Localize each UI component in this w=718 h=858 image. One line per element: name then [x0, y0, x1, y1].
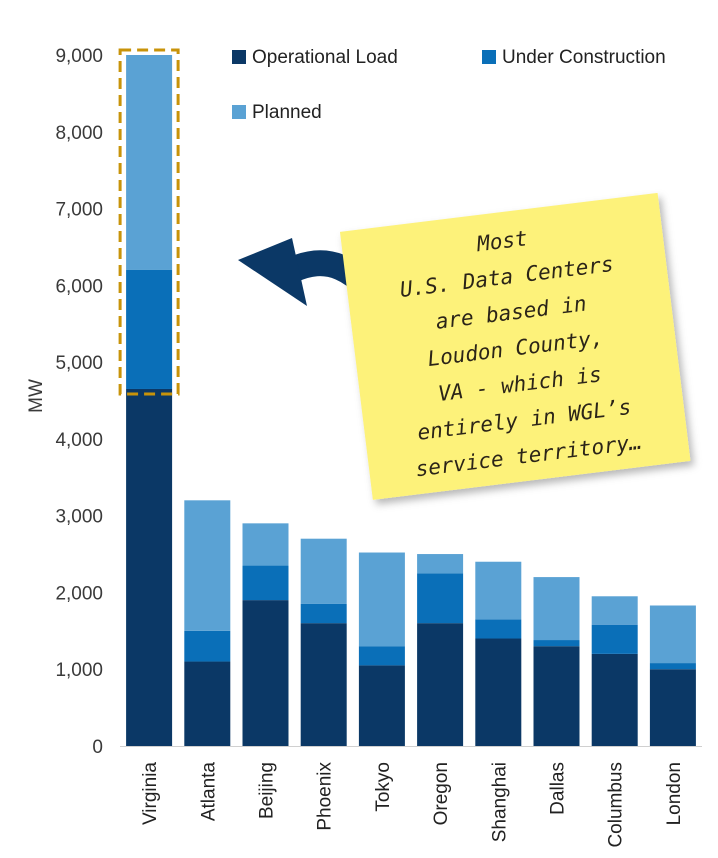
y-tick-label: 7,000: [55, 200, 103, 221]
legend-label: Operational Load: [252, 47, 398, 68]
bar-segment: [126, 388, 173, 746]
legend-label: Planned: [252, 102, 322, 123]
bar-segment: [300, 603, 347, 624]
x-tick-label: Columbus: [606, 762, 627, 848]
y-axis-label: MW: [26, 379, 47, 413]
legend-swatch: [232, 105, 246, 119]
y-tick-label: 3,000: [55, 507, 103, 528]
bar-segment: [300, 623, 347, 746]
bar-segment: [533, 640, 580, 647]
sticky-note-paper: [339, 192, 691, 500]
x-tick-label: Phoenix: [315, 762, 336, 831]
bar-segment: [591, 596, 638, 625]
x-tick-label: Virginia: [140, 762, 161, 825]
bar-segment: [184, 500, 231, 631]
bar-segment: [300, 538, 347, 604]
legend-label: Under Construction: [502, 47, 666, 68]
x-axis-labels: Virginia Atlanta Beijing Phoenix Tokyo Oregon…: [140, 762, 685, 848]
bar-segment: [649, 669, 696, 746]
bar-segment: [533, 646, 580, 746]
legend-swatch: [232, 50, 246, 64]
y-tick-label: 5,000: [55, 353, 103, 374]
bar-segment: [475, 561, 522, 620]
bar-segment: [126, 269, 173, 389]
bar-segment: [417, 623, 464, 746]
bar-segment: [358, 552, 405, 647]
arrow-head: [238, 238, 307, 306]
x-tick-label: London: [664, 762, 685, 825]
legend: Operational Load Under Construction Planne…: [232, 47, 666, 123]
y-tick-label: 6,000: [55, 276, 103, 297]
bar-segment: [242, 565, 289, 601]
x-tick-label: Atlanta: [198, 762, 219, 822]
x-tick-label: Shanghai: [489, 762, 510, 842]
bar-segment: [533, 577, 580, 641]
bar-segment: [591, 653, 638, 746]
bar-segment: [242, 600, 289, 746]
virginia-highlight-box: [118, 48, 180, 396]
bar-segment: [475, 619, 522, 639]
bar-segment: [417, 554, 464, 574]
x-tick-label: Beijing: [257, 762, 278, 819]
x-tick-label: Tokyo: [373, 762, 394, 812]
bars: [120, 55, 702, 747]
y-tick-label: 8,000: [55, 123, 103, 144]
y-tick-label: 2,000: [55, 583, 103, 604]
bar-segment: [242, 523, 289, 566]
bar-segment: [126, 55, 173, 270]
x-tick-label: Dallas: [548, 762, 569, 815]
bar-segment: [417, 573, 464, 624]
x-tick-label: Oregon: [431, 762, 452, 825]
legend-swatch: [482, 50, 496, 64]
y-tick-label: 0: [92, 737, 103, 758]
bar-segment: [475, 638, 522, 746]
bar-segment: [358, 646, 405, 666]
y-tick-label: 9,000: [55, 46, 103, 67]
bar-segment: [358, 665, 405, 746]
bar-segment: [649, 663, 696, 670]
y-tick-label: 1,000: [55, 660, 103, 681]
bar-segment: [184, 630, 231, 662]
bar-segment: [591, 624, 638, 654]
y-axis: 0 1,000 2,000 3,000 4,000 5,000 6,000 7,000 8,00…: [55, 46, 103, 758]
y-tick-label: 4,000: [55, 430, 103, 451]
bar-segment: [649, 605, 696, 664]
bar-segment: [184, 661, 231, 746]
